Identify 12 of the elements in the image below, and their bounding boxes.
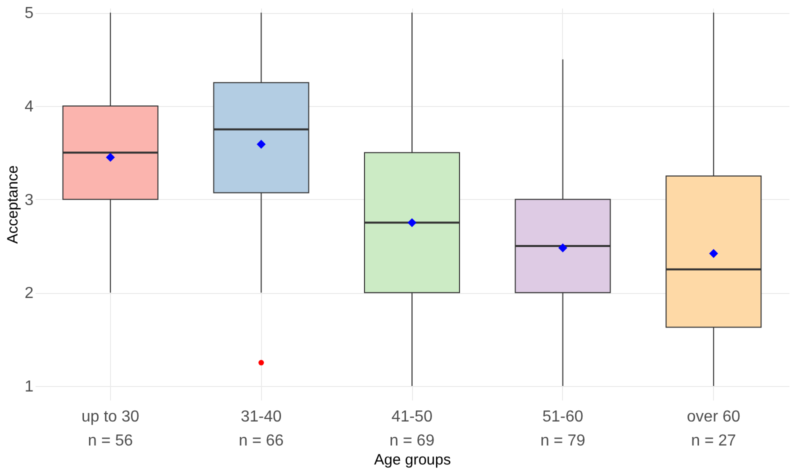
x-tick-label: over 60 n = 27: [686, 408, 740, 450]
x-tick-label: up to 30 n = 56: [81, 408, 140, 450]
y-tick-label: 5: [24, 5, 34, 22]
x-tick-label: 31-40 n = 66: [238, 408, 284, 450]
x-tick-label: 41-50 n = 69: [390, 408, 435, 450]
x-axis-title: Age groups: [374, 452, 451, 468]
y-tick-label: 1: [24, 378, 34, 396]
y-tick-label: 4: [24, 98, 34, 116]
y-axis-title: Acceptance: [4, 165, 22, 244]
y-tick-label: 2: [24, 285, 34, 302]
x-tick-label: 51-60 n = 79: [540, 408, 586, 450]
y-tick-label: 3: [24, 192, 34, 209]
